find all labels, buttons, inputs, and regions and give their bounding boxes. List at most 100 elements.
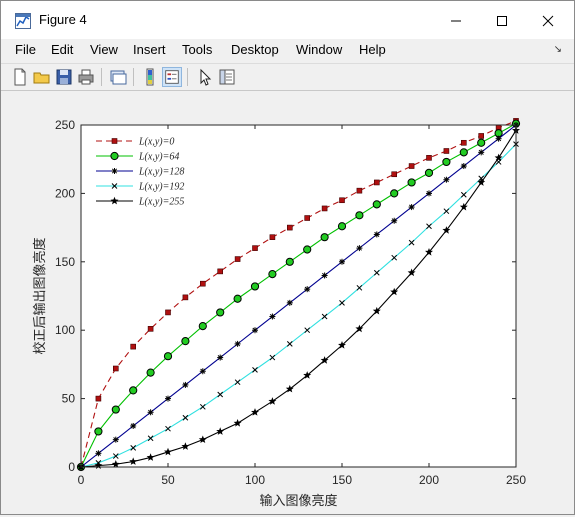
data-point bbox=[130, 422, 137, 429]
data-point bbox=[304, 286, 311, 293]
menu-help[interactable]: Help bbox=[359, 42, 386, 57]
y-tick-label: 250 bbox=[55, 118, 75, 132]
data-point bbox=[252, 367, 258, 373]
link-plot-icon[interactable] bbox=[108, 67, 128, 87]
data-point bbox=[321, 272, 328, 279]
series-line bbox=[80, 124, 517, 468]
data-point bbox=[459, 148, 468, 157]
menu-tools[interactable]: Tools bbox=[182, 42, 213, 57]
x-tick-label: 250 bbox=[506, 473, 526, 487]
data-point bbox=[355, 211, 364, 220]
series-line bbox=[80, 143, 517, 468]
legend-label: L(x,y)=192 bbox=[138, 182, 184, 193]
data-point bbox=[147, 435, 154, 442]
data-point bbox=[163, 352, 173, 361]
data-point bbox=[391, 254, 398, 261]
data-point bbox=[216, 308, 225, 317]
data-point bbox=[146, 453, 155, 461]
legend-label: L(x,y)=128 bbox=[138, 167, 184, 178]
data-point bbox=[320, 356, 329, 364]
data-point bbox=[459, 202, 468, 211]
data-point bbox=[217, 391, 224, 398]
data-point bbox=[233, 294, 242, 303]
data-point bbox=[269, 354, 276, 361]
series-4 bbox=[77, 126, 520, 471]
dock-arrow-icon[interactable]: ↘ bbox=[553, 44, 562, 55]
data-point bbox=[373, 269, 380, 276]
figure-toolbar bbox=[1, 63, 574, 91]
data-point bbox=[165, 395, 171, 402]
menu-edit[interactable]: Edit bbox=[51, 42, 74, 57]
legend-entry: L(x,y)=255 bbox=[96, 197, 184, 208]
data-point bbox=[304, 327, 311, 334]
legend-label: L(x,y)=255 bbox=[138, 197, 184, 208]
data-point bbox=[339, 258, 345, 265]
data-point bbox=[408, 163, 415, 169]
data-point bbox=[373, 179, 380, 186]
data-point bbox=[268, 397, 277, 405]
maximize-button[interactable] bbox=[479, 6, 525, 36]
data-point bbox=[391, 171, 398, 178]
axes-box bbox=[80, 124, 517, 468]
tick-layer: 0 50 100 150 200 250 0 50 100 150 200 250 bbox=[55, 118, 526, 487]
data-point bbox=[443, 176, 450, 183]
legend-entry: L(x,y)=64 bbox=[96, 152, 179, 163]
data-point bbox=[112, 436, 119, 443]
data-point bbox=[442, 226, 451, 234]
data-point bbox=[250, 282, 260, 291]
data-point bbox=[268, 270, 277, 279]
data-point bbox=[390, 287, 399, 296]
x-tick-label: 100 bbox=[245, 473, 265, 487]
data-point bbox=[442, 157, 451, 167]
data-point bbox=[356, 245, 363, 252]
menu-insert[interactable]: Insert bbox=[133, 42, 166, 57]
data-point bbox=[355, 324, 364, 333]
save-icon[interactable] bbox=[54, 67, 74, 87]
data-point bbox=[426, 155, 432, 161]
menu-window[interactable]: Window bbox=[296, 42, 343, 57]
data-point bbox=[372, 200, 381, 209]
plot-canvas[interactable]: 0 50 100 150 200 250 0 50 100 150 200 250 输入图像亮度 校正… bbox=[9, 93, 566, 512]
data-point bbox=[304, 215, 311, 221]
data-point bbox=[426, 223, 432, 230]
minimize-button[interactable] bbox=[433, 6, 479, 36]
data-point bbox=[477, 178, 486, 186]
data-point bbox=[494, 153, 503, 162]
menu-file[interactable]: File bbox=[15, 42, 36, 57]
data-point bbox=[303, 371, 312, 379]
print-icon[interactable] bbox=[76, 67, 96, 87]
close-button[interactable] bbox=[525, 6, 571, 36]
data-point bbox=[199, 368, 206, 375]
x-tick-label: 200 bbox=[419, 473, 439, 487]
data-point bbox=[251, 408, 259, 416]
data-point bbox=[182, 294, 189, 301]
data-point bbox=[200, 280, 206, 287]
data-point bbox=[460, 139, 467, 146]
data-point bbox=[252, 245, 258, 251]
data-point bbox=[165, 309, 171, 316]
data-point bbox=[165, 425, 171, 432]
menu-desktop[interactable]: Desktop bbox=[231, 42, 279, 57]
data-point bbox=[111, 405, 120, 414]
data-point bbox=[286, 341, 293, 347]
y-tick-label: 50 bbox=[62, 392, 76, 406]
insert-legend-icon[interactable] bbox=[162, 67, 182, 87]
data-point bbox=[407, 268, 416, 277]
data-point bbox=[94, 427, 103, 436]
open-file-icon[interactable] bbox=[32, 67, 52, 87]
legend[interactable]: L(x,y)=0 L(x,y)=64 L(x,y)=128 L(x,y)=192 L(x… bbox=[96, 137, 184, 208]
data-point bbox=[233, 419, 242, 427]
data-point bbox=[408, 204, 415, 211]
new-figure-icon[interactable] bbox=[10, 67, 30, 87]
legend-marker bbox=[111, 168, 118, 174]
data-point bbox=[182, 414, 189, 421]
window-title: Figure 4 bbox=[39, 12, 87, 27]
data-point bbox=[407, 178, 416, 187]
property-inspector-icon[interactable] bbox=[217, 67, 237, 87]
data-point bbox=[130, 343, 136, 350]
title-bar[interactable]: Figure 4 bbox=[1, 1, 574, 39]
edit-plot-icon[interactable] bbox=[195, 67, 215, 87]
insert-colorbar-icon[interactable] bbox=[140, 67, 160, 87]
menu-view[interactable]: View bbox=[90, 42, 118, 57]
data-point bbox=[320, 233, 329, 242]
